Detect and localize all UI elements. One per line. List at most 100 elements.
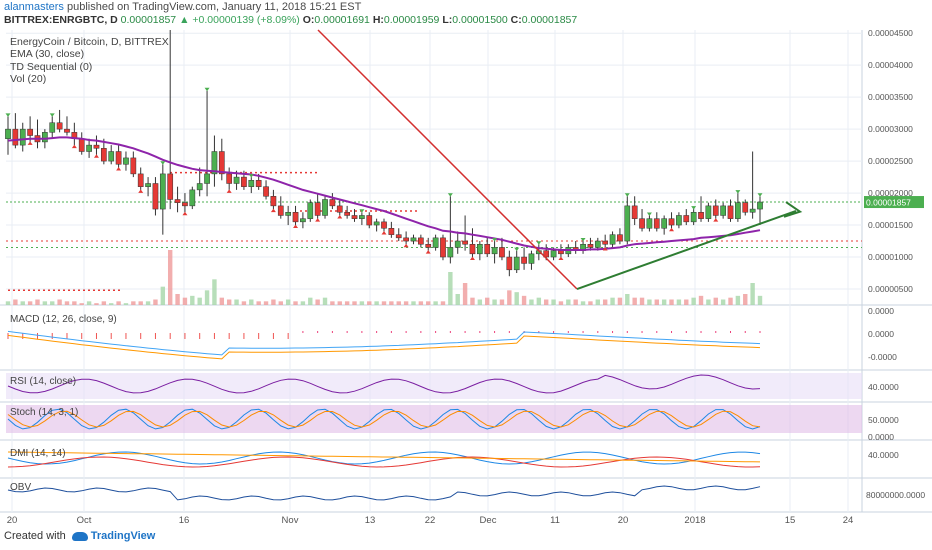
candle-body (676, 215, 682, 226)
candle-body (661, 218, 668, 229)
tradingview-logo[interactable]: TradingView (71, 530, 155, 542)
volume-bar (234, 299, 239, 305)
x-tick-label: 22 (425, 515, 436, 526)
legend-td[interactable]: TD Sequential (0) (10, 60, 93, 73)
stoch-tick-label: 50.0000 (868, 415, 899, 425)
candle-body (130, 157, 137, 175)
candle-body (668, 218, 675, 226)
candle-body (418, 237, 424, 245)
candle-body (56, 122, 63, 130)
volume-bar (750, 283, 755, 305)
td-marker-green (757, 193, 763, 197)
candle-body (735, 202, 741, 219)
td-marker-green (514, 247, 520, 252)
candle (226, 167, 233, 190)
candle-body (226, 173, 233, 184)
candle (720, 202, 726, 219)
td-marker-green (204, 87, 210, 92)
candle-body (189, 189, 196, 207)
candle (314, 193, 321, 219)
volume-bar (167, 250, 173, 305)
candle-body (646, 218, 653, 229)
volume-bar (396, 301, 401, 305)
candle-body (277, 205, 284, 216)
td-marker-green (49, 113, 55, 117)
volume-bar (308, 297, 313, 305)
candle-body (469, 243, 476, 255)
td-marker-green (691, 206, 697, 210)
x-tick-label: Nov (282, 515, 299, 526)
volume-bar (116, 301, 121, 305)
candle-body (609, 234, 616, 245)
volume-bar (204, 290, 210, 305)
legend-ema[interactable]: EMA (30, close) (10, 48, 85, 61)
x-tick-label: 16 (179, 515, 190, 526)
candle (749, 151, 756, 219)
volume-bar (359, 301, 365, 305)
volume-bar (602, 299, 608, 305)
candle (56, 109, 63, 133)
candle (668, 212, 675, 229)
volume-bar (94, 303, 99, 305)
candle-body (108, 151, 115, 162)
candle (248, 177, 255, 194)
volume-bar (293, 301, 298, 305)
volume-bar (669, 299, 674, 305)
candle (742, 199, 749, 216)
rsi-pane-label[interactable]: RSI (14, close) (10, 376, 77, 387)
candle-body (123, 157, 129, 165)
volume-bar (367, 301, 372, 305)
td-marker-green (160, 161, 166, 165)
candle-body (528, 253, 535, 264)
low-label: L: (442, 14, 453, 26)
candle (631, 196, 638, 226)
footer: Created with TradingView (4, 530, 155, 542)
volume-bar (566, 299, 571, 305)
td-marker-red (71, 144, 77, 149)
macd-tick-label: -0.0000 (868, 352, 897, 362)
dmi-pane-label[interactable]: DMI (14, 14) (10, 448, 66, 459)
candle (373, 218, 380, 232)
candle-body (639, 218, 645, 229)
legend-title[interactable]: EnergyCoin / Bitcoin, D, BITTREX (10, 36, 169, 48)
volume-bar (20, 301, 25, 305)
candle (351, 209, 358, 222)
candle (86, 138, 92, 158)
candle-body (78, 138, 85, 152)
candle (418, 234, 424, 248)
candle (683, 209, 690, 226)
volume-bar (219, 297, 225, 305)
volume-bar (182, 297, 188, 305)
candle (93, 135, 100, 155)
volume-bar (57, 299, 62, 305)
symbol-info: BITTREX:ENRGBTC, D 0.00001857 ▲ +0.00000… (4, 14, 577, 26)
author-link[interactable]: alanmasters (4, 1, 64, 13)
stoch-pane-label[interactable]: Stoch (14, 3, 1) (10, 407, 79, 418)
volume-bar (337, 301, 342, 305)
low-value: 0.00001500 (452, 14, 508, 26)
candle (27, 116, 33, 142)
volume-bar (713, 297, 718, 305)
td-marker-green (735, 190, 741, 194)
candle-body (447, 247, 454, 258)
candle (653, 212, 660, 232)
candle (735, 193, 741, 222)
macd-pane-label[interactable]: MACD (12, 26, close, 9) (10, 314, 117, 325)
candle-body (19, 128, 26, 146)
candle-body (233, 176, 240, 184)
obv-pane-label[interactable]: OBV (10, 482, 32, 493)
legend-vol[interactable]: Vol (20) (10, 73, 47, 86)
candle (277, 196, 284, 219)
candle (336, 199, 343, 216)
open-value: 0.00001691 (314, 14, 370, 26)
candle (676, 212, 682, 229)
candle (476, 241, 483, 261)
obv-line (7, 485, 761, 501)
adx-line (7, 451, 761, 463)
candle (484, 237, 491, 258)
downtrend-line (317, 29, 578, 290)
price-tick-label: 0.00003000 (868, 124, 913, 134)
volume-bar (50, 301, 55, 305)
uptrend-line (576, 210, 797, 290)
